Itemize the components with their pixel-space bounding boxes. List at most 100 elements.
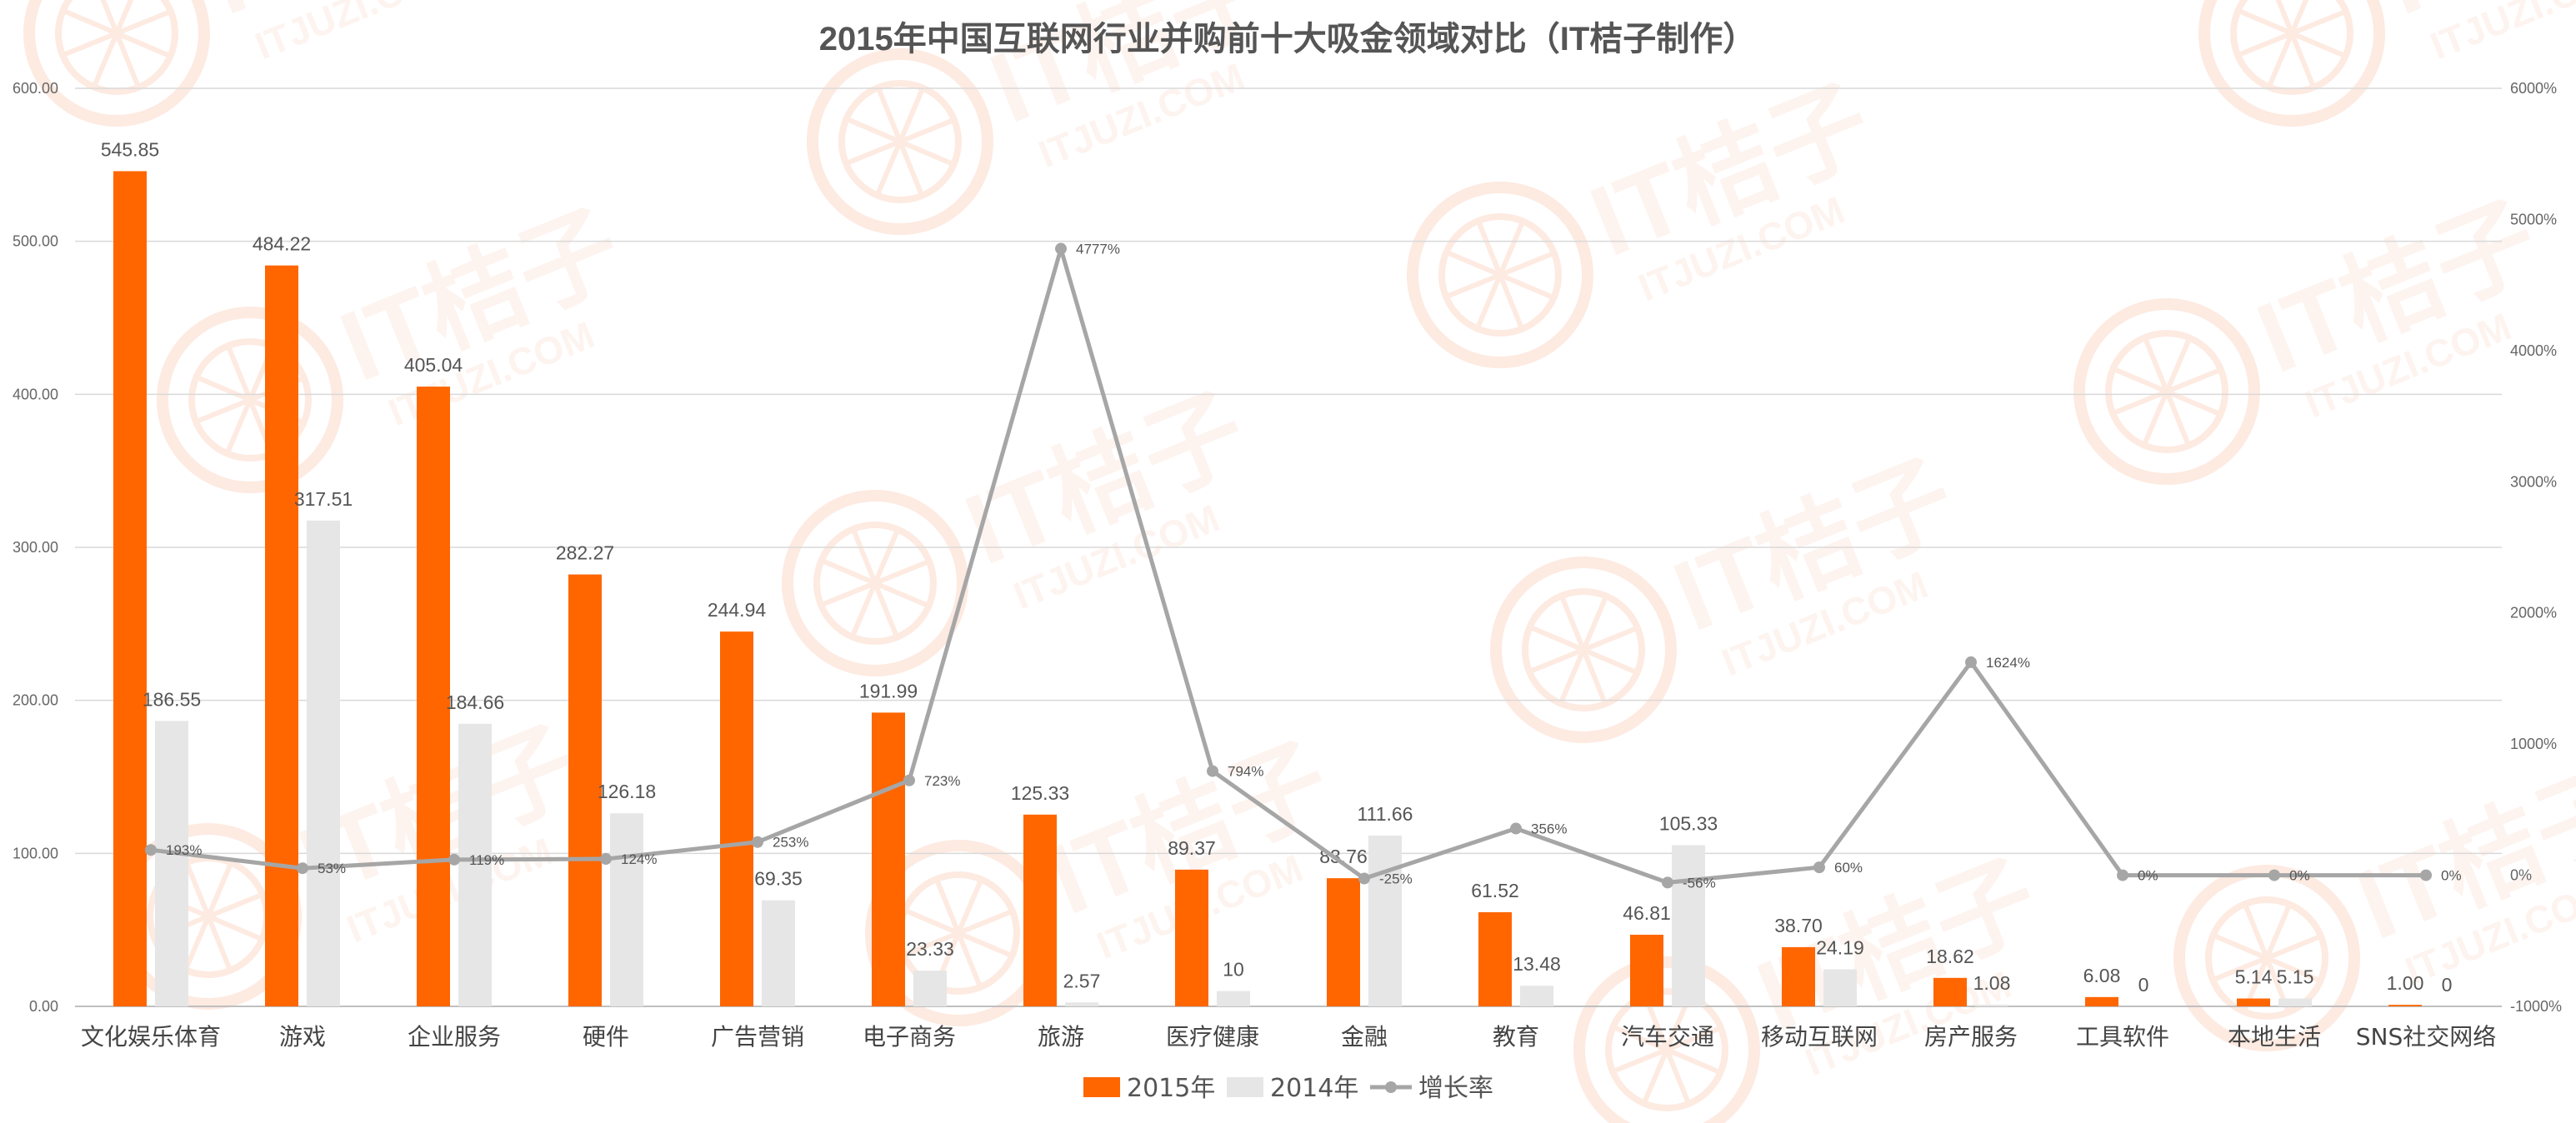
right-axis: -1000% 0% 1000% 2000% 3000% 4000% 5000% 6000%	[2510, 80, 2562, 1015]
watermark-orange-icon	[1475, 219, 1503, 277]
bar-label-2015: 6.08	[2083, 965, 2121, 986]
bar-label-2014: 317.51	[294, 488, 353, 510]
watermark-orange-icon	[1558, 648, 1586, 705]
bar-label-2015: 38.70	[1774, 915, 1823, 936]
watermark-orange-icon	[2165, 367, 2223, 394]
watermark-orange-icon	[807, 47, 993, 235]
watermark-orange-icon	[114, 0, 143, 35]
bar-2015	[1630, 935, 1663, 1006]
category-label: 游戏	[279, 1023, 326, 1051]
watermark-orange-icon	[207, 914, 263, 942]
bar-2014	[458, 723, 492, 1006]
category-label: 金融	[1341, 1023, 1388, 1051]
bar-label-2014: 0	[2442, 974, 2453, 996]
watermark-orange-icon	[1665, 1047, 1722, 1076]
right-tick-label: 4000%	[2510, 342, 2557, 359]
left-axis: 0.00 100.00 200.00 300.00 400.00 500.00 600.00	[13, 80, 58, 1015]
bar-2015	[2237, 998, 2270, 1006]
watermark-orange-icon	[1474, 273, 1503, 330]
legend-marker-growth	[1385, 1081, 1397, 1093]
watermark-orange-icon	[2242, 902, 2269, 960]
growth-label: 4777%	[1076, 242, 1120, 257]
watermark-orange-icon	[838, 80, 962, 203]
bar-label-2014: 10	[1223, 959, 1244, 981]
watermark-orange-icon	[875, 86, 903, 143]
growth-point	[1055, 242, 1067, 255]
growth-point	[903, 774, 915, 786]
watermark-orange-icon	[1528, 624, 1585, 652]
watermark-orange-icon	[91, 32, 119, 88]
watermark-orange-icon	[2142, 336, 2169, 393]
growth-label: -25%	[1379, 871, 1413, 887]
bar-2015	[720, 631, 753, 1006]
bar-2015	[1478, 912, 1512, 1006]
bar-2015	[1175, 869, 1208, 1006]
watermark-orange-icon	[1407, 182, 1593, 368]
bar-2014	[155, 721, 188, 1006]
watermark-orange-icon	[1641, 1048, 1669, 1105]
watermark-orange-icon	[195, 374, 252, 402]
growth-label: 119%	[469, 852, 504, 868]
watermark-orange-icon	[2073, 298, 2260, 485]
category-label: 教育	[1493, 1023, 1539, 1051]
watermark-orange-icon	[956, 931, 983, 989]
watermark-orange-icon	[62, 7, 118, 36]
watermark-orange-icon	[819, 581, 877, 608]
right-tick-label: 6000%	[2510, 80, 2557, 97]
bar-label-2014: 184.66	[446, 691, 504, 713]
growth-label: 1624%	[1986, 655, 2030, 671]
bar-label-2014: 126.18	[598, 781, 656, 802]
bar-2014	[1975, 1005, 2008, 1006]
bar-2014	[1065, 1002, 1098, 1006]
watermark-orange-icon	[1582, 647, 1638, 676]
watermark-orange-icon	[2265, 933, 2323, 961]
watermark-orange-icon	[1664, 1048, 1692, 1106]
category-label: 电子商务	[863, 1023, 956, 1051]
watermark-orange-icon	[92, 0, 119, 35]
watermark-orange-icon	[844, 139, 902, 167]
bar-label-2015: 191.99	[859, 680, 918, 701]
watermark-orange-icon	[194, 397, 252, 425]
watermark-orange-icon	[2267, 0, 2294, 35]
watermark-orange-icon	[2264, 903, 2293, 960]
watermark-orange-icon	[903, 931, 960, 958]
watermark-orange-icon	[933, 877, 961, 935]
category-label: 旅游	[1038, 1023, 1084, 1051]
bar-label-2015: 282.27	[556, 542, 614, 564]
growth-label: 794%	[1228, 764, 1263, 780]
bar-label-2015: 244.94	[708, 599, 767, 621]
watermark-orange-icon	[224, 398, 253, 455]
bar-label-2014: 5.15	[2277, 966, 2314, 988]
right-tick-label: 3000%	[2510, 473, 2557, 490]
watermark-orange-icon	[2230, 0, 2353, 95]
watermark-orange-icon	[849, 581, 878, 638]
watermark-orange-icon	[873, 581, 900, 639]
watermark-orange-icon	[898, 139, 955, 167]
bar-label-2014: 111.66	[1358, 803, 1413, 825]
right-tick-label: -1000%	[2510, 998, 2562, 1015]
watermark-orange-icon	[61, 31, 118, 58]
watermark-orange-icon	[898, 87, 926, 143]
bar-label-2014: 23.33	[906, 938, 954, 960]
legend-label-2014: 2014年	[1270, 1074, 1358, 1103]
growth-label: 53%	[318, 861, 346, 876]
growth-point	[1662, 876, 1673, 889]
category-label: 医疗健康	[1166, 1023, 1259, 1051]
watermark-orange-icon	[2289, 0, 2318, 35]
watermark-orange-icon	[898, 117, 956, 144]
watermark-orange-icon	[114, 32, 142, 89]
bar-2014	[1672, 845, 1705, 1006]
growth-label: 193%	[166, 842, 202, 858]
watermark-orange-icon	[2212, 932, 2268, 961]
watermark-orange-icon	[207, 891, 264, 919]
growth-label: 253%	[773, 835, 808, 851]
left-tick-label: 500.00	[13, 233, 58, 250]
growth-point	[1358, 872, 1370, 885]
watermark-orange-icon	[813, 522, 937, 645]
bar-label-2015: 18.62	[1926, 946, 1974, 967]
bar-label-2015: 484.22	[253, 233, 311, 255]
